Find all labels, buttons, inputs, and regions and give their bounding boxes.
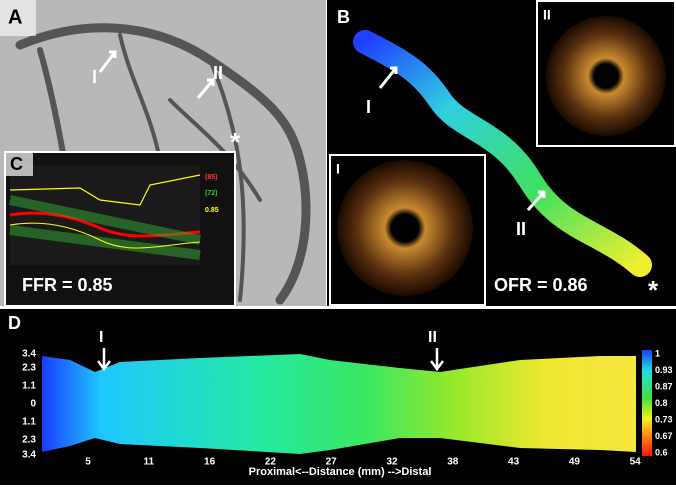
marker: II [213, 63, 223, 83]
panel-label: C [10, 154, 23, 174]
marker: I [92, 67, 97, 87]
colorbar-label: 0.8 [655, 398, 668, 408]
readout: (85) [205, 174, 217, 181]
inset-label: II [543, 7, 551, 23]
marker: II [516, 219, 526, 239]
figure: A I II * C (85) (72) 0.85 FFR = 0.85 B I… [0, 0, 676, 485]
x-tick-label: 38 [447, 457, 459, 468]
marker: I [366, 97, 371, 117]
colorbar [642, 350, 652, 456]
readout: (72) [205, 190, 217, 197]
y-tick-label: 2.3 [22, 363, 36, 374]
y-tick-label: 1.1 [22, 417, 36, 428]
ofr-value: OFR = 0.86 [494, 275, 588, 295]
marker: I [99, 329, 103, 346]
x-tick-label: 16 [204, 457, 216, 468]
x-tick-label: 5 [85, 457, 91, 468]
panel-label: A [8, 6, 22, 28]
y-tick-label: 1.1 [22, 381, 36, 392]
panel-label: D [8, 313, 21, 333]
x-tick-label: 54 [630, 457, 642, 468]
x-tick-label: 11 [144, 457, 155, 468]
marker: II [428, 329, 437, 346]
panel-label: B [337, 7, 350, 27]
y-tick-label: 3.4 [22, 450, 36, 461]
lumen-profile [42, 354, 636, 454]
y-tick-label: 3.4 [22, 349, 36, 360]
colorbar-label: 0.93 [655, 365, 673, 375]
colorbar-label: 1 [655, 348, 660, 358]
ffr-value: FFR = 0.85 [22, 275, 113, 295]
x-axis-label: Proximal<--Distance (mm) -->Distal [249, 466, 432, 478]
colorbar-label: 0.67 [655, 431, 673, 441]
colorbar-label: 0.6 [655, 447, 668, 457]
x-tick-label: 49 [569, 457, 581, 468]
colorbar-label: 0.87 [655, 381, 673, 391]
y-tick-label: 0 [30, 399, 36, 410]
y-tick-label: 2.3 [22, 435, 36, 446]
inset-label: I [336, 161, 340, 177]
marker: * [648, 275, 659, 305]
readout: 0.85 [205, 207, 219, 214]
colorbar-label: 0.73 [655, 414, 673, 424]
x-tick-label: 43 [508, 457, 520, 468]
